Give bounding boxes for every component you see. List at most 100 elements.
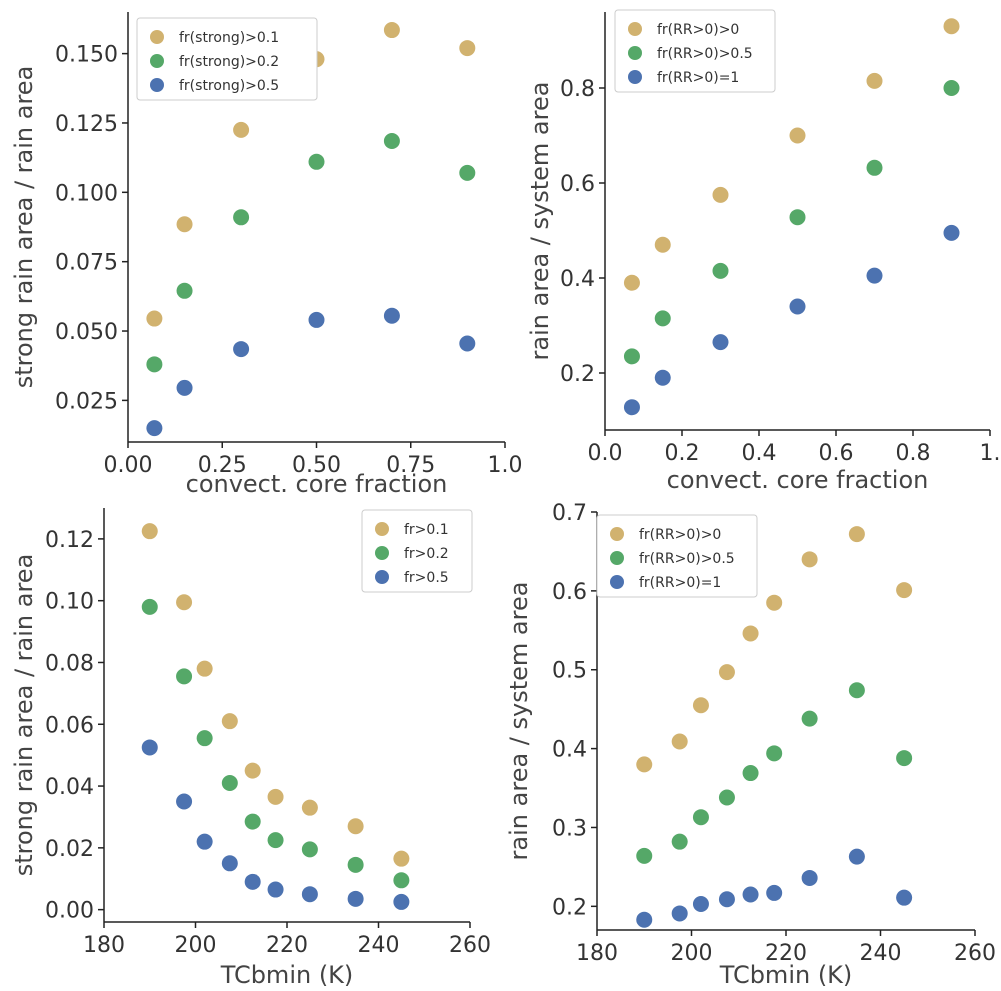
x-tick-label: 1.0 [488, 453, 523, 478]
data-point-series-3 [866, 267, 883, 284]
legend-marker [628, 70, 642, 84]
data-point-series-3 [141, 739, 158, 756]
data-point-series-2 [176, 282, 193, 299]
data-point-series-3 [623, 399, 640, 416]
data-point-series-1 [671, 733, 688, 750]
x-tick-label: 200 [175, 933, 217, 958]
data-point-series-2 [141, 598, 158, 615]
x-tick-label: 220 [765, 941, 807, 966]
data-point-series-1 [141, 523, 158, 540]
y-tick-label: 0.050 [55, 320, 118, 345]
y-tick-label: 0.2 [552, 895, 587, 920]
data-point-series-2 [671, 833, 688, 850]
legend-marker [628, 46, 642, 60]
data-point-series-3 [766, 884, 783, 901]
x-tick-label: 180 [576, 941, 618, 966]
x-tick-label: 0.50 [292, 453, 341, 478]
data-point-series-2 [233, 209, 250, 226]
data-point-series-1 [393, 850, 410, 867]
data-point-series-3 [301, 886, 318, 903]
y-tick-label: 0.08 [45, 651, 94, 676]
data-point-series-3 [233, 341, 250, 358]
legend-label: fr(strong)>0.5 [179, 78, 279, 94]
data-point-series-3 [636, 911, 653, 928]
data-point-series-1 [692, 697, 709, 714]
data-point-series-1 [789, 127, 806, 144]
data-point-series-1 [654, 236, 671, 253]
data-point-series-1 [176, 216, 193, 233]
data-point-series-2 [718, 789, 735, 806]
legend-frame [361, 509, 473, 593]
data-point-series-3 [742, 886, 759, 903]
data-point-series-1 [718, 664, 735, 681]
legend-label: fr>0.5 [404, 570, 449, 586]
data-point-series-3 [347, 890, 364, 907]
data-point-series-3 [692, 895, 709, 912]
data-point-series-2 [267, 832, 284, 849]
data-point-series-3 [789, 298, 806, 315]
x-tick-label: 0.25 [198, 453, 247, 478]
x-tick-label: 260 [954, 941, 996, 966]
y-tick-label: 0.5 [552, 659, 587, 684]
data-point-series-1 [943, 18, 960, 35]
x-tick-label: 180 [83, 933, 125, 958]
data-point-series-3 [176, 379, 193, 396]
data-point-series-2 [623, 348, 640, 365]
data-point-series-1 [221, 713, 238, 730]
legend-label: fr>0.1 [404, 522, 449, 538]
data-point-series-3 [712, 334, 729, 351]
data-point-series-3 [718, 891, 735, 908]
legend: fr(RR>0)>0 fr(RR>0)>0.5 fr(RR>0)=1 [614, 9, 776, 93]
x-tick-label: 240 [860, 941, 902, 966]
data-point-series-2 [196, 730, 213, 747]
data-point-series-2 [383, 133, 400, 149]
data-point-series-3 [393, 893, 410, 910]
legend-label: fr(RR>0)=1 [639, 575, 721, 591]
x-tick-label: 1. [980, 441, 1001, 466]
data-point-series-3 [383, 307, 400, 324]
chart-panel-1: 0.00 0.25 0.50 0.75 1.0 0.025 0.050 0.075 0.100 0… [10, 12, 523, 498]
y-tick-label: 0.150 [55, 43, 118, 68]
data-point-series-2 [393, 872, 410, 889]
y-tick-label: 0.8 [560, 77, 595, 102]
x-tick-label: 0.2 [665, 441, 700, 466]
data-point-series-1 [196, 660, 213, 677]
data-point-series-2 [766, 745, 783, 762]
x-tick-label: 0.6 [819, 441, 854, 466]
legend-marker [610, 551, 624, 565]
data-point-series-2 [654, 310, 671, 327]
data-point-series-1 [742, 625, 759, 642]
data-point-series-3 [221, 855, 238, 872]
y-tick-label: 0.100 [55, 181, 118, 206]
chart-panel-3: 180 200 220 240 260 0.00 0.02 0.04 0.06 0.08 0.10 0… [10, 508, 491, 989]
data-point-series-2 [742, 765, 759, 782]
y-axis-title: rain area / system area [505, 582, 533, 861]
data-point-series-3 [896, 889, 913, 906]
legend-marker [375, 522, 389, 536]
x-tick-label: 260 [449, 933, 491, 958]
legend-label: fr(RR>0)>0 [639, 527, 721, 543]
y-tick-label: 0.04 [45, 775, 94, 800]
legend-label: fr(RR>0)=1 [657, 70, 739, 86]
legend-label: fr(strong)>0.1 [179, 30, 279, 46]
data-point-series-2 [943, 80, 960, 96]
y-tick-label: 0.2 [560, 362, 595, 387]
x-tick-label: 0.4 [742, 441, 777, 466]
data-point-series-3 [176, 793, 193, 810]
legend-marker [610, 527, 624, 541]
data-point-series-2 [244, 813, 261, 830]
data-point-series-3 [196, 833, 213, 850]
legend: fr(strong)>0.1 fr(strong)>0.2 fr(strong)>0… [136, 17, 318, 101]
data-point-series-1 [383, 22, 400, 39]
data-point-series-2 [712, 262, 729, 279]
data-point-series-1 [244, 762, 261, 779]
data-point-series-1 [301, 799, 318, 816]
data-point-series-3 [267, 881, 284, 898]
x-tick-label: 0.00 [104, 453, 153, 478]
legend-label: fr(strong)>0.2 [179, 54, 279, 70]
y-tick-label: 0.125 [55, 112, 118, 137]
data-point-series-3 [459, 335, 476, 352]
data-point-series-2 [896, 750, 913, 767]
legend-marker [375, 570, 389, 584]
